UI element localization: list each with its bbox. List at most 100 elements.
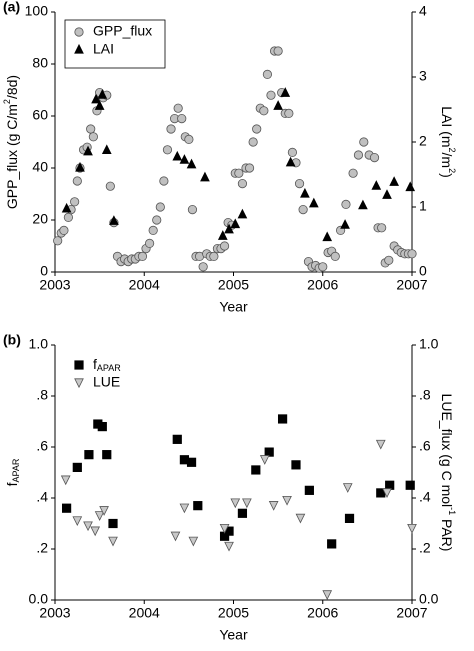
- point: [62, 503, 72, 513]
- point: [244, 163, 255, 173]
- y2-tick-label: .8: [419, 387, 431, 403]
- point: [266, 90, 276, 100]
- point: [184, 134, 194, 144]
- point: [53, 236, 63, 246]
- point: [234, 168, 244, 178]
- point: [330, 251, 340, 261]
- x-axis-label: Year: [219, 627, 248, 643]
- y2-axis-label: LUE_flux (g C mol-1 PAR): [439, 394, 456, 552]
- point: [348, 168, 358, 178]
- point: [72, 176, 82, 186]
- point: [304, 485, 314, 495]
- point: [384, 255, 394, 265]
- point: [75, 161, 85, 172]
- point: [262, 69, 273, 80]
- point: [224, 541, 234, 552]
- point: [264, 447, 274, 457]
- point: [248, 137, 258, 147]
- x-tick-label: 2007: [396, 277, 427, 293]
- point: [344, 513, 355, 524]
- point: [59, 225, 69, 235]
- y2-axis-label-sup: 2: [447, 168, 457, 173]
- x-axis-label: Year: [219, 299, 248, 315]
- point: [385, 480, 395, 490]
- point: [371, 180, 382, 190]
- point: [159, 176, 169, 186]
- y2-axis-label-part: ): [439, 173, 455, 178]
- y2-axis-label-part: /m: [439, 153, 455, 169]
- point: [83, 145, 93, 156]
- point: [88, 132, 98, 142]
- y2-tick-label: 0: [419, 263, 427, 279]
- y-axis-label-part: GPP_flux (g C/m: [4, 104, 20, 209]
- point: [86, 124, 96, 134]
- y-axis-label-sup: 2: [2, 99, 12, 104]
- point: [60, 475, 71, 486]
- point: [170, 531, 181, 542]
- y-axis-label-sub: APAR: [11, 458, 21, 482]
- legend-marker: [74, 43, 84, 54]
- point: [377, 223, 387, 233]
- point: [108, 518, 118, 529]
- point: [285, 156, 296, 167]
- y-tick-label: 60: [32, 107, 48, 123]
- point: [318, 262, 328, 272]
- y-tick-label: .4: [36, 489, 48, 505]
- point: [148, 225, 158, 235]
- x-tick-label: 2005: [218, 277, 249, 293]
- x-tick-label: 2003: [39, 605, 70, 621]
- point: [277, 414, 288, 424]
- x-tick-label: 2003: [39, 277, 70, 293]
- panel-title: (a): [3, 0, 20, 15]
- point: [173, 103, 183, 113]
- point: [152, 215, 162, 225]
- point: [358, 199, 368, 210]
- y-tick-label: 40: [32, 159, 48, 175]
- y2-tick-label: 0.0: [419, 591, 439, 607]
- point: [322, 590, 333, 600]
- y2-tick-label: 1.0: [419, 336, 439, 352]
- point: [282, 495, 292, 506]
- y-axis-label: GPP_flux (g C/m2/8d): [2, 75, 19, 209]
- legend-marker: [74, 360, 84, 370]
- y2-tick-label: .6: [419, 438, 431, 454]
- point: [268, 501, 279, 511]
- point: [237, 179, 248, 189]
- point: [217, 230, 228, 240]
- point: [61, 202, 72, 213]
- point: [145, 238, 155, 248]
- point: [407, 249, 417, 259]
- point: [105, 181, 115, 191]
- point: [219, 241, 230, 251]
- y-tick-label: 0.0: [29, 591, 49, 607]
- point: [193, 501, 203, 511]
- point: [200, 171, 210, 182]
- legend-label: GPP_flux: [93, 23, 152, 39]
- point: [109, 215, 119, 225]
- point: [280, 87, 291, 97]
- y2-tick-label: 1: [419, 198, 427, 214]
- point: [97, 89, 108, 99]
- y2-axis-label: LAI (m2/m2): [439, 106, 456, 178]
- x-tick-label: 2004: [129, 277, 160, 293]
- point: [63, 212, 73, 222]
- point: [251, 465, 261, 475]
- panel-title: (b): [3, 332, 21, 348]
- y-tick-label: 100: [25, 3, 49, 19]
- legend-label-part: f: [93, 356, 97, 372]
- point: [382, 189, 392, 199]
- point: [340, 219, 350, 229]
- y2-axis-label-part: LUE_flux (g C mol: [439, 394, 455, 508]
- point: [259, 455, 270, 465]
- x-tick-label: 2004: [129, 605, 160, 621]
- point: [188, 536, 199, 547]
- point: [405, 480, 415, 490]
- y2-tick-label: 4: [419, 3, 427, 19]
- point: [177, 114, 187, 124]
- y2-tick-label: .2: [419, 540, 431, 556]
- point: [242, 498, 252, 509]
- point: [359, 137, 369, 147]
- y-tick-label: .8: [36, 387, 48, 403]
- point: [273, 100, 283, 110]
